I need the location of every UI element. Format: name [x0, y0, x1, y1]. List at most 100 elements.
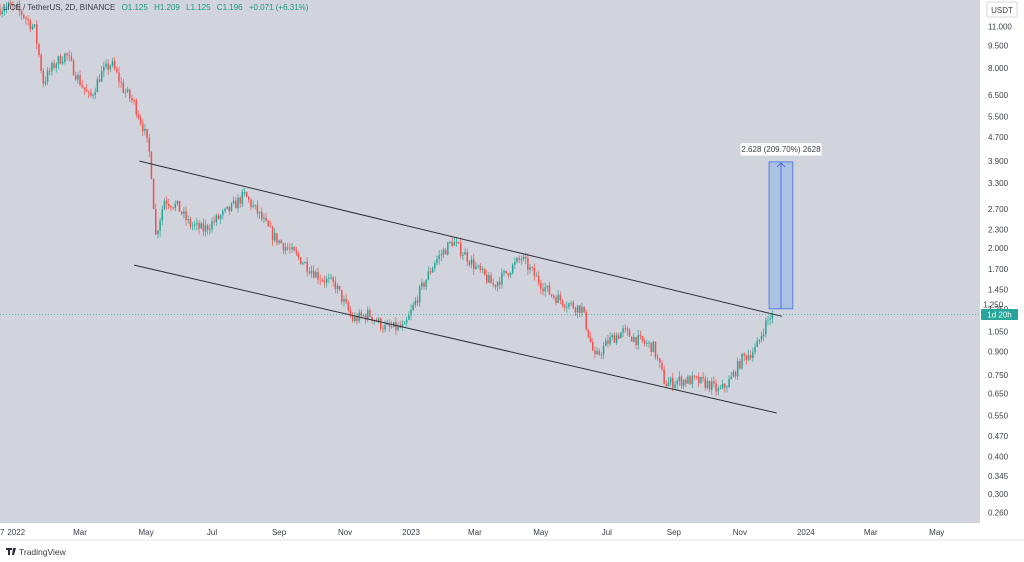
channel-trendline[interactable]: [134, 264, 777, 414]
candle: [81, 79, 83, 88]
candle: [771, 310, 774, 324]
candle: [328, 273, 330, 284]
candle: [466, 248, 469, 267]
close-value: C1.196: [217, 3, 243, 12]
candle: [667, 377, 670, 387]
price-tick-label: 0.470: [988, 432, 1009, 441]
time-tick-label: Jul: [602, 528, 612, 537]
candle: [174, 200, 176, 211]
candle: [460, 237, 462, 259]
candle: [514, 257, 516, 269]
candle: [739, 358, 741, 370]
candle: [367, 306, 369, 323]
candle: [319, 274, 321, 286]
candle: [299, 256, 302, 265]
candle: [254, 204, 257, 210]
time-axis-ticks: 172022 Mar May Jul Sep Nov 2023 Mar May Jul Sep Nov…: [0, 528, 944, 537]
candle: [492, 278, 495, 288]
candle: [66, 52, 68, 61]
channel-trendline[interactable]: [139, 160, 783, 317]
candle: [548, 281, 551, 296]
candle: [498, 276, 501, 289]
candle: [215, 213, 218, 227]
candle: [18, 0, 21, 17]
candle: [494, 284, 497, 291]
candle: [354, 312, 356, 323]
currency-badge-box[interactable]: [986, 1, 1018, 18]
last-price-top-label: 1.250: [983, 301, 1004, 310]
candle: [611, 333, 613, 341]
candle: [602, 341, 605, 360]
candle: [563, 303, 566, 312]
candle: [345, 294, 347, 304]
candle: [96, 76, 99, 93]
candle: [475, 262, 477, 270]
candle: [29, 18, 32, 33]
candle: [511, 263, 514, 275]
candle: [732, 369, 735, 378]
candle: [139, 114, 142, 126]
candle: [12, 1, 14, 12]
candle: [728, 374, 730, 388]
currency-badge[interactable]: USDT: [986, 1, 1018, 18]
candle: [213, 216, 215, 226]
candle: [176, 200, 179, 207]
time-tick-label: Mar: [468, 528, 482, 537]
candle: [131, 94, 133, 104]
candle: [615, 332, 618, 346]
candle: [209, 224, 211, 235]
candle: [609, 332, 611, 347]
time-axis[interactable]: [0, 523, 980, 540]
candle: [434, 260, 436, 272]
candle: [200, 221, 202, 230]
candle: [388, 319, 391, 332]
price-range-measure[interactable]: 2.628 (209.70%) 2628: [739, 142, 823, 310]
price-tick-label: 0.400: [988, 453, 1009, 462]
candle: [624, 324, 626, 334]
candle: [440, 249, 443, 261]
candle: [155, 203, 157, 236]
candle: [747, 349, 750, 362]
candle: [49, 67, 51, 76]
candle: [752, 347, 754, 362]
candle: [637, 329, 639, 350]
candle: [656, 353, 659, 361]
candle: [721, 379, 724, 390]
candle: [702, 372, 704, 383]
candle: [332, 275, 334, 287]
tradingview-logo-icon: [6, 548, 16, 555]
candle: [239, 196, 241, 209]
time-tick-label: 2023: [402, 528, 420, 537]
candle: [698, 372, 700, 388]
measure-arrowhead-icon: [776, 162, 786, 168]
time-tick-label: May: [929, 528, 944, 537]
candle: [613, 332, 616, 343]
candle: [163, 198, 166, 210]
candle: [64, 52, 66, 65]
candle: [343, 295, 345, 307]
tradingview-watermark: TradingView: [6, 547, 67, 557]
candle: [455, 236, 458, 247]
candle: [278, 239, 280, 245]
price-tick-label: 2.700: [988, 205, 1009, 214]
candle: [379, 317, 382, 332]
candle: [113, 56, 116, 71]
candle: [540, 279, 542, 295]
candle: [503, 269, 505, 277]
candle: [42, 67, 45, 88]
candle: [706, 377, 709, 390]
low-value: L1.125: [186, 3, 211, 12]
candle: [719, 384, 722, 390]
price-axis[interactable]: [980, 0, 1024, 540]
candle: [654, 341, 657, 360]
candle: [150, 151, 153, 180]
candle: [488, 272, 490, 284]
candle: [40, 52, 42, 74]
candle: [16, 1, 19, 10]
candle: [133, 97, 135, 105]
plot-background[interactable]: [0, 0, 980, 540]
candle: [462, 251, 464, 261]
candle: [31, 23, 34, 31]
